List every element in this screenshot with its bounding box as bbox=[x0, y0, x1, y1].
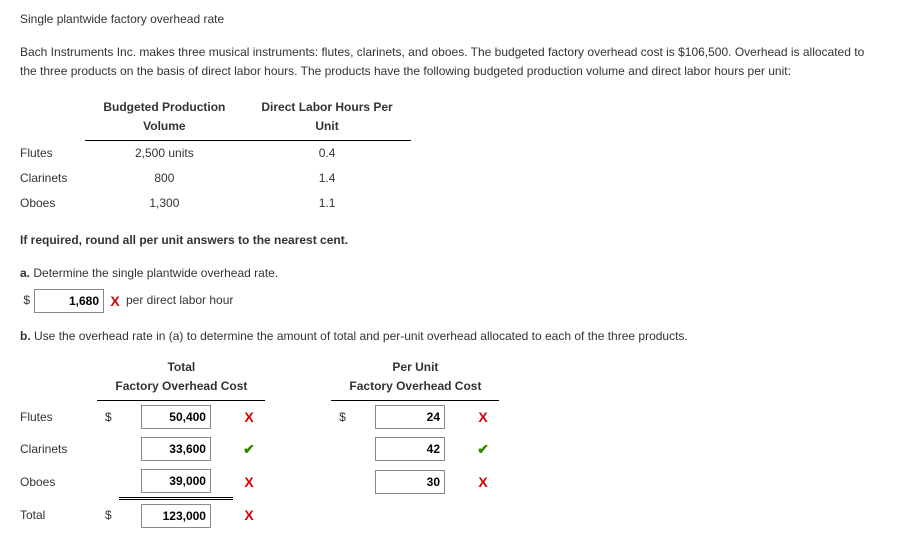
correct-icon: ✔ bbox=[243, 441, 255, 457]
perunit-input[interactable] bbox=[375, 405, 445, 429]
wrong-icon: X bbox=[478, 474, 487, 490]
table-row: Flutes2,500 units0.4 bbox=[20, 140, 411, 166]
perunit-input[interactable] bbox=[375, 470, 445, 494]
total-input[interactable] bbox=[141, 437, 211, 461]
wrong-icon: X bbox=[108, 290, 122, 312]
col-perunit-header: Per UnitFactory Overhead Cost bbox=[331, 356, 499, 401]
dollar-sign: $ bbox=[20, 291, 30, 310]
table-row: Flutes $ X $ X bbox=[20, 401, 499, 434]
wrong-icon: X bbox=[244, 409, 253, 425]
budgeted-table: Budgeted ProductionVolume Direct Labor H… bbox=[20, 96, 411, 217]
rounding-note: If required, round all per unit answers … bbox=[20, 231, 881, 250]
table-row: Oboes X X bbox=[20, 465, 499, 499]
table-row: Oboes1,3001.1 bbox=[20, 191, 411, 216]
perunit-input[interactable] bbox=[375, 437, 445, 461]
rate-suffix: per direct labor hour bbox=[126, 291, 233, 310]
wrong-icon: X bbox=[244, 507, 253, 523]
col-budgeted-header: Budgeted ProductionVolume bbox=[85, 96, 243, 141]
total-input[interactable] bbox=[141, 469, 211, 493]
col-total-header: TotalFactory Overhead Cost bbox=[97, 356, 265, 401]
rate-input[interactable] bbox=[34, 289, 104, 313]
grandtotal-input[interactable] bbox=[141, 504, 211, 528]
table-row: Clarinets8001.4 bbox=[20, 166, 411, 191]
wrong-icon: X bbox=[244, 474, 253, 490]
answer-table: TotalFactory Overhead Cost Per UnitFacto… bbox=[20, 356, 499, 532]
col-dlh-header: Direct Labor Hours PerUnit bbox=[243, 96, 410, 141]
total-input[interactable] bbox=[141, 405, 211, 429]
table-row: Clarinets ✔ ✔ bbox=[20, 433, 499, 465]
correct-icon: ✔ bbox=[477, 441, 489, 457]
table-row-total: Total $ X bbox=[20, 499, 499, 533]
wrong-icon: X bbox=[478, 409, 487, 425]
question-b: b. Use the overhead rate in (a) to deter… bbox=[20, 327, 881, 346]
question-a: a. Determine the single plantwide overhe… bbox=[20, 264, 881, 283]
page-title: Single plantwide factory overhead rate bbox=[20, 10, 881, 29]
intro-paragraph: Bach Instruments Inc. makes three musica… bbox=[20, 43, 881, 81]
